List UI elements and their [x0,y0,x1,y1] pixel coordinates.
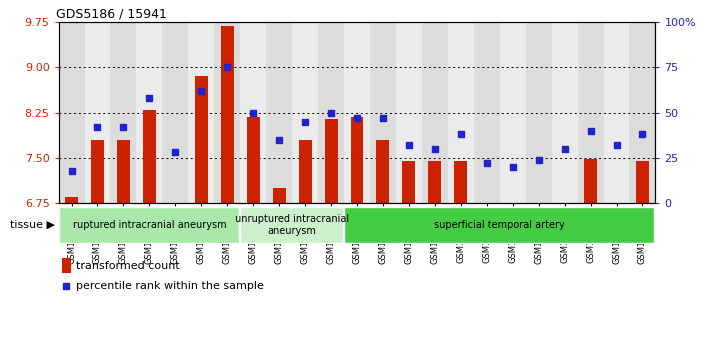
Bar [318,22,344,203]
Bar [188,22,214,203]
Bar [474,22,500,203]
Bar [325,119,338,203]
Bar [162,22,188,203]
Bar [454,161,467,203]
Bar [584,159,597,203]
Bar [266,22,292,203]
Bar [422,22,448,203]
Text: percentile rank within the sample: percentile rank within the sample [76,281,264,291]
Bar [603,22,630,203]
Bar [526,22,552,203]
Point [299,119,311,125]
Bar [273,188,286,203]
Point [144,95,155,101]
Bar [247,117,260,203]
Bar [610,203,623,209]
Bar [240,22,266,203]
Point [533,157,544,163]
Text: tissue ▶: tissue ▶ [10,220,55,230]
Bar [221,26,233,203]
Point [196,88,207,94]
Bar [344,22,370,203]
Bar [578,22,603,203]
Bar [61,258,71,273]
Point [66,168,77,174]
FancyBboxPatch shape [59,207,239,243]
FancyBboxPatch shape [344,207,654,243]
Bar [506,203,519,211]
Bar [396,22,422,203]
Point [637,131,648,137]
Bar [403,161,416,203]
Point [429,146,441,152]
Point [221,64,233,70]
Point [455,131,466,137]
Bar [428,161,441,203]
Point [481,160,493,166]
Bar [532,203,545,209]
Bar [370,22,396,203]
Point [403,142,415,148]
Bar [169,203,182,209]
Point [507,164,518,170]
Text: transformed count: transformed count [76,261,180,271]
Point [326,110,337,115]
Point [351,115,363,121]
Point [585,128,596,134]
Point [377,115,388,121]
Bar [630,22,655,203]
Bar [448,22,474,203]
Bar [91,140,104,203]
Bar [84,22,111,203]
Text: unruptured intracranial
aneurysm: unruptured intracranial aneurysm [235,214,349,236]
Text: ruptured intracranial aneurysm: ruptured intracranial aneurysm [73,220,226,230]
Bar [376,140,389,203]
Bar [195,76,208,203]
Text: GDS5186 / 15941: GDS5186 / 15941 [56,8,166,21]
Text: superficial temporal artery: superficial temporal artery [434,220,565,230]
Point [170,150,181,155]
Bar [214,22,240,203]
Bar [117,140,130,203]
Bar [558,203,571,209]
Point [273,137,285,143]
Point [92,124,104,130]
Bar [111,22,136,203]
Bar [481,203,493,211]
Point [118,124,129,130]
Point [559,146,570,152]
Point [248,110,259,115]
Bar [636,161,649,203]
FancyBboxPatch shape [240,207,343,243]
Bar [143,110,156,203]
Bar [552,22,578,203]
Bar [351,117,363,203]
Bar [292,22,318,203]
Bar [298,140,311,203]
Point [422,184,433,190]
Bar [500,22,526,203]
Point [610,142,622,148]
Bar [59,22,84,203]
Bar [136,22,162,203]
Bar [65,197,78,203]
